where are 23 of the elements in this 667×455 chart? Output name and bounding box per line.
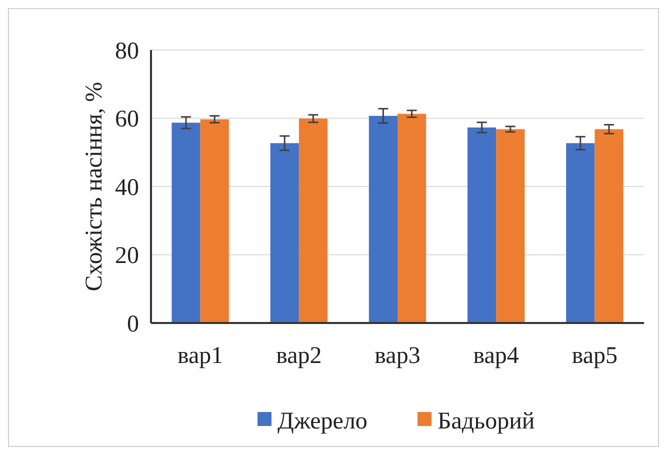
- legend-label: Джерело: [278, 408, 368, 434]
- y-tick-label: 20: [115, 243, 139, 270]
- bar: [468, 127, 496, 323]
- x-tick-label: вар3: [374, 343, 420, 369]
- bar: [298, 118, 328, 323]
- x-tick-label: вар5: [572, 343, 618, 369]
- bar: [172, 122, 200, 323]
- bar: [270, 143, 299, 323]
- y-tick-label: 80: [115, 38, 139, 64]
- y-tick-label: 0: [127, 311, 139, 338]
- bar: [200, 119, 229, 323]
- y-tick-label: 40: [115, 174, 139, 201]
- x-tick-label: вар4: [473, 343, 519, 369]
- y-tick-label: 60: [115, 106, 139, 133]
- x-tick-label: вар2: [276, 343, 322, 369]
- bar: [594, 129, 624, 323]
- bar: [368, 116, 398, 323]
- bar: [566, 143, 595, 323]
- bar: [496, 129, 525, 323]
- legend-label: Бадьорий: [438, 408, 535, 434]
- x-tick-label: вар1: [177, 343, 224, 369]
- bar: [398, 114, 426, 323]
- y-axis-title: Схожість насіння, %: [81, 82, 108, 292]
